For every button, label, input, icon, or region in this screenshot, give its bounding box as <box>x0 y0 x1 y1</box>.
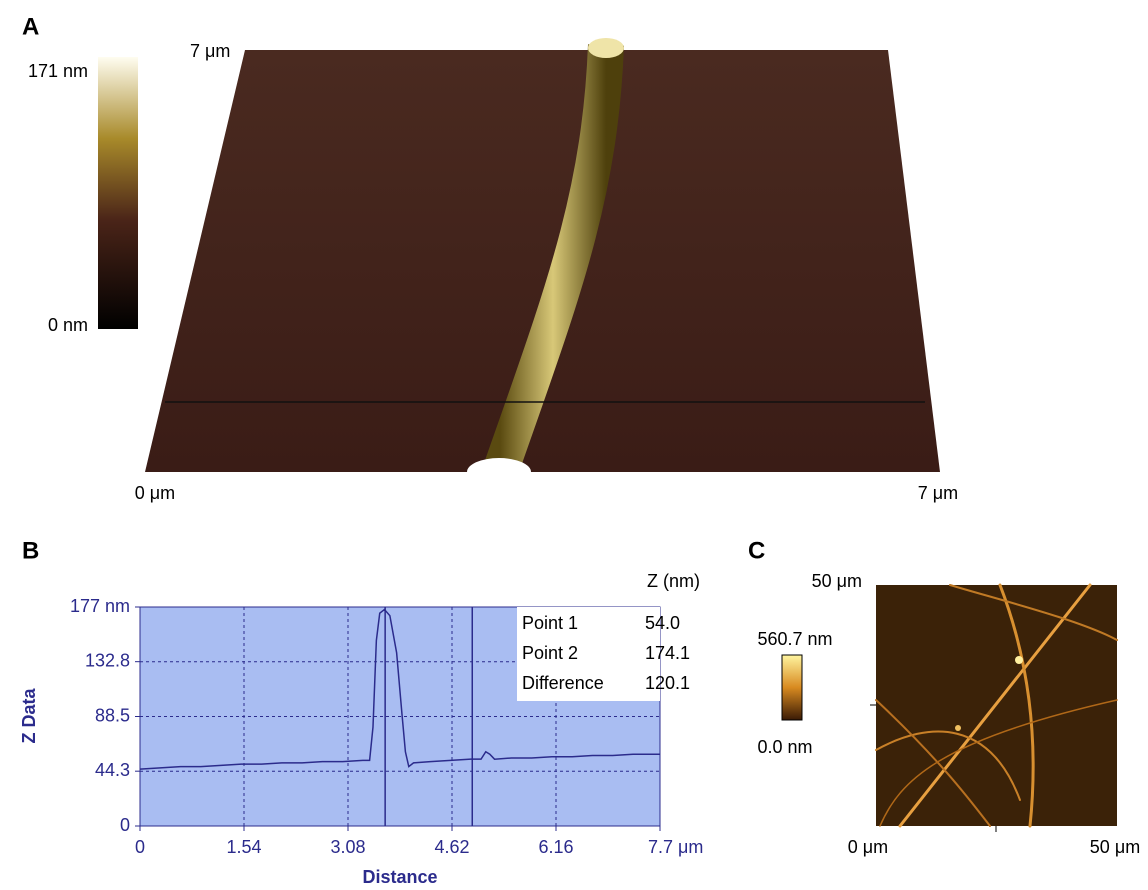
x-tick-label: 4.62 <box>434 837 469 857</box>
y-tick-label: 0 <box>120 815 130 835</box>
x-tick-label: 7.7 μm <box>648 837 703 857</box>
y-axis-label: Z Data <box>19 688 39 744</box>
y-tick-label: 132.8 <box>85 650 130 670</box>
readout-name: Difference <box>522 673 604 693</box>
afm-surface <box>145 50 940 472</box>
readout-value: 120.1 <box>645 673 690 693</box>
readout-name: Point 1 <box>522 613 578 633</box>
x-tick-label: 1.54 <box>226 837 261 857</box>
y-end-label: 50 μm <box>812 571 862 591</box>
y-tick-label: 177 nm <box>70 596 130 616</box>
fiber-end <box>588 38 624 58</box>
x-axis-label: Distance <box>362 867 437 887</box>
panel-label: C <box>748 537 765 564</box>
figure: A 171 nm 0 nm 7 μm 0 μm 7 μm B Z (nm) Z … <box>0 0 1148 890</box>
readout-header: Z (nm) <box>647 571 700 591</box>
scale-max: 560.7 nm <box>757 629 832 649</box>
y-tick-label: 88.5 <box>95 705 130 725</box>
color-bar <box>782 655 802 720</box>
panel-label: A <box>22 13 39 40</box>
readout-name: Point 2 <box>522 643 578 663</box>
y-end-label: 7 μm <box>190 41 230 61</box>
readout-value: 174.1 <box>645 643 690 663</box>
panel-label: B <box>22 537 39 564</box>
mask <box>440 472 560 490</box>
scale-min: 0.0 nm <box>757 737 812 757</box>
scale-min: 0 nm <box>48 315 88 335</box>
x-tick-label: 6.16 <box>538 837 573 857</box>
x-tick-label: 3.08 <box>330 837 365 857</box>
readout-value: 54.0 <box>645 613 680 633</box>
x-tick-label: 0 <box>135 837 145 857</box>
x-end-label: 50 μm <box>1090 837 1140 857</box>
x-start-label: 0 μm <box>135 483 175 503</box>
x-start-label: 0 μm <box>848 837 888 857</box>
x-end-label: 7 μm <box>918 483 958 503</box>
scale-max: 171 nm <box>28 61 88 81</box>
y-tick-label: 44.3 <box>95 760 130 780</box>
color-bar <box>98 57 138 329</box>
